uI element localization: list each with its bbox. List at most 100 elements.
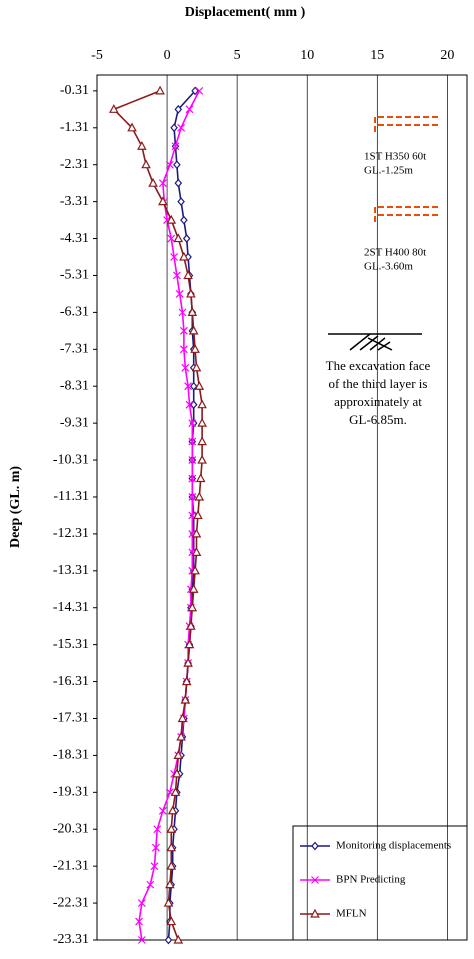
annotation: approximately at	[334, 394, 422, 409]
marker	[155, 85, 165, 95]
marker	[188, 419, 197, 428]
x-tick-label: 15	[370, 48, 384, 63]
marker	[188, 493, 197, 501]
marker	[193, 510, 203, 520]
x-tick-label: -5	[91, 48, 103, 63]
annotation: of the third layer is	[329, 376, 428, 391]
marker	[135, 917, 143, 926]
x-tick-label: 5	[234, 48, 241, 63]
marker	[158, 179, 167, 188]
y-tick-label: -8.31	[60, 378, 89, 393]
y-tick-label: -3.31	[60, 194, 89, 209]
marker	[151, 843, 160, 852]
y-tick-label: -7.31	[60, 342, 89, 357]
marker	[174, 178, 183, 188]
marker	[170, 123, 178, 133]
marker	[191, 362, 202, 372]
marker	[137, 140, 147, 150]
marker	[175, 290, 184, 298]
y-tick-label: -20.31	[53, 821, 89, 836]
marker	[197, 436, 207, 446]
marker	[177, 197, 185, 207]
marker	[188, 474, 197, 483]
y-tick-label: -13.31	[53, 563, 89, 578]
marker	[166, 860, 177, 870]
y-tick-label: -21.31	[53, 858, 89, 873]
y-tick-label: -6.31	[60, 305, 89, 320]
y-tick-label: -12.31	[53, 526, 89, 541]
marker	[187, 307, 198, 316]
marker	[182, 234, 191, 243]
marker	[197, 399, 207, 409]
y-tick-label: -17.31	[53, 711, 89, 726]
strut-icon	[374, 116, 440, 225]
marker	[166, 916, 177, 926]
marker	[189, 400, 198, 410]
marker	[179, 251, 189, 261]
marker	[197, 454, 207, 464]
marker	[183, 270, 193, 280]
marker	[189, 381, 198, 391]
marker	[188, 584, 199, 593]
marker	[194, 491, 205, 501]
legend-box	[292, 825, 468, 941]
marker	[178, 308, 187, 317]
marker	[180, 215, 188, 225]
y-tick-label: -0.31	[60, 83, 89, 98]
marker	[195, 86, 204, 95]
annotation: GL-6.85m.	[349, 412, 407, 427]
marker	[141, 159, 151, 169]
marker	[167, 234, 176, 243]
annotation: The excavation face	[326, 358, 431, 373]
marker	[174, 104, 183, 114]
marker	[191, 528, 202, 538]
marker	[185, 105, 194, 114]
marker	[171, 142, 180, 151]
x-tick-label: 10	[300, 48, 314, 63]
marker	[173, 750, 184, 760]
marker	[188, 456, 197, 464]
y-tick-label: -5.31	[60, 268, 89, 283]
annotation: 1ST H350 60t	[364, 151, 426, 163]
plot-area	[96, 74, 468, 941]
marker	[190, 565, 200, 575]
y-tick-label: -15.31	[53, 637, 89, 652]
marker	[179, 345, 188, 354]
y-tick-label: -22.31	[53, 895, 89, 910]
marker	[186, 288, 196, 298]
marker	[173, 233, 184, 243]
annotation: GL.-1.25m	[364, 165, 413, 177]
marker	[166, 842, 177, 852]
y-tick-label: -1.31	[60, 120, 89, 135]
marker	[167, 805, 178, 815]
marker	[180, 694, 191, 704]
marker	[153, 825, 162, 834]
marker	[163, 897, 174, 907]
legend-marker	[311, 876, 319, 884]
marker	[191, 547, 202, 556]
marker	[187, 602, 198, 612]
marker	[137, 936, 146, 944]
marker	[172, 271, 181, 280]
marker	[170, 787, 181, 796]
y-tick-label: -16.31	[53, 674, 89, 689]
y-tick-label: -10.31	[53, 452, 89, 467]
legend-marker	[310, 908, 320, 918]
y-tick-label: -2.31	[60, 157, 89, 172]
marker	[185, 400, 194, 409]
marker	[170, 253, 179, 261]
marker	[150, 862, 159, 871]
marker	[188, 437, 197, 446]
y-tick-label: -18.31	[53, 748, 89, 763]
marker	[173, 160, 181, 170]
marker	[165, 160, 174, 169]
y-tick-label: -11.31	[53, 489, 89, 504]
marker	[176, 731, 186, 741]
marker	[184, 382, 193, 391]
marker	[194, 380, 205, 390]
marker	[172, 768, 182, 778]
marker	[166, 214, 177, 224]
x-tick-label: 20	[440, 48, 454, 63]
marker	[197, 417, 207, 427]
